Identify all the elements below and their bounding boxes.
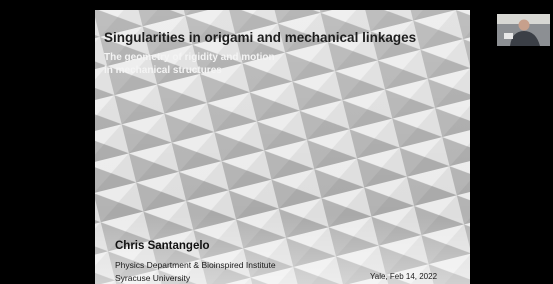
shared-screen: Singularities in origami and mechanical … [0,0,553,284]
participant-item [504,33,513,39]
affiliation: Syracuse University [115,273,191,283]
participant-head [519,20,530,31]
meeting-screen: Singularities in origami and mechanical … [0,0,553,284]
slide-date: Yale, Feb 14, 2022 [370,272,438,281]
slide-subtitle: The geometry of rigidity and motion [104,52,275,63]
slide-subtitle: in mechanical structures [104,65,222,76]
presenter-name: Chris Santangelo [115,240,210,252]
affiliation: Physics Department & Bioinspired Institu… [115,260,276,270]
participant-video[interactable] [497,14,550,46]
slide: Singularities in origami and mechanical … [95,10,470,284]
slide-title: Singularities in origami and mechanical … [104,30,416,45]
